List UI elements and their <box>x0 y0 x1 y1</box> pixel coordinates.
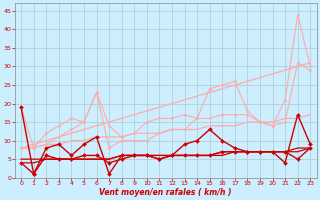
X-axis label: Vent moyen/en rafales ( km/h ): Vent moyen/en rafales ( km/h ) <box>100 188 232 197</box>
